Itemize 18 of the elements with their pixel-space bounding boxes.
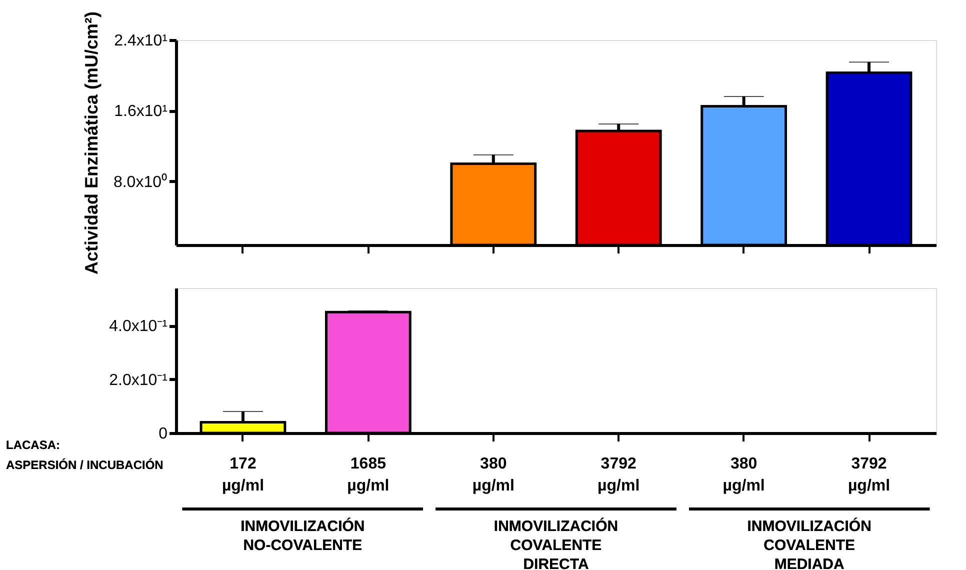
text: LACASA: <box>6 438 60 452</box>
y-tick-label: 1.6x10¹ <box>114 103 168 120</box>
text: INMOVILIZACIÓN COVALENTE MEDIADA <box>747 517 872 570</box>
x-tick-label: 1685 µg/ml <box>347 456 390 494</box>
y-axis-title: Actividad Enzimática (mU/cm²) <box>81 11 102 275</box>
y-tick-label: 8.0x10⁰ <box>113 172 168 191</box>
x-tick-label: 3792 µg/ml <box>848 456 890 494</box>
x-tick-label: 380 µg/ml <box>722 456 765 494</box>
text: INMOVILIZACIÓN COVALENTE DIRECTA <box>494 517 618 570</box>
x-tick-label: 3792 µg/ml <box>598 456 640 494</box>
text: INMOVILIZACIÓN NO-COVALENTE <box>240 517 365 554</box>
x-tick-label: 380 µg/ml <box>472 456 514 494</box>
y-tick-label: 4.0x10⁻¹ <box>109 318 168 336</box>
y-tick-label: 2.4x10¹ <box>114 32 168 50</box>
y-tick-label: 2.0x10⁻¹ <box>109 372 168 389</box>
x-tick-label: 172 µg/ml <box>222 456 264 494</box>
text: ASPERSIÓN / INCUBACIÓN <box>6 458 164 472</box>
y-tick-label: 0 <box>158 426 168 442</box>
